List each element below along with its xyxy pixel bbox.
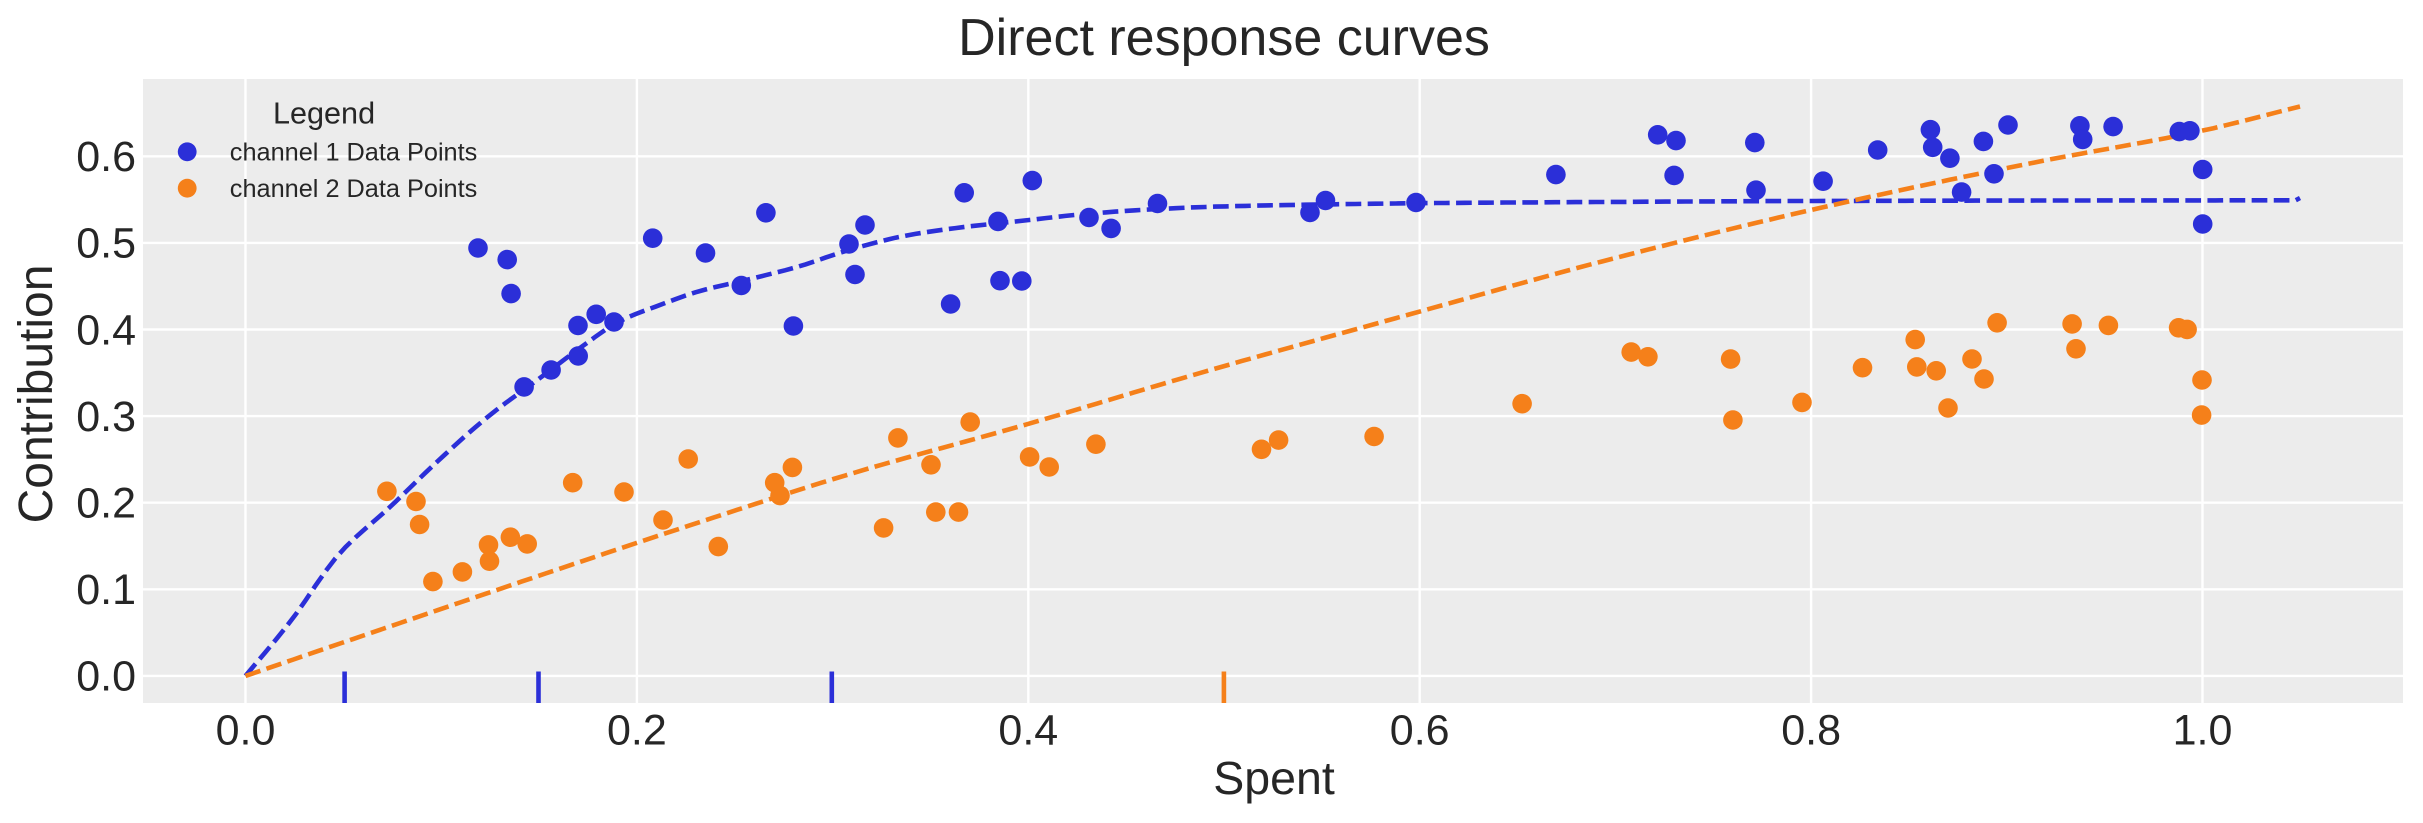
svg-text:0.2: 0.2 (76, 480, 136, 528)
svg-text:Legend: Legend (273, 96, 375, 130)
svg-text:0.5: 0.5 (76, 220, 136, 268)
svg-text:0.0: 0.0 (216, 706, 276, 754)
svg-text:channel 1 Data Points: channel 1 Data Points (230, 138, 478, 166)
svg-text:0.1: 0.1 (76, 566, 136, 614)
svg-text:0.4: 0.4 (998, 706, 1058, 754)
svg-text:Contribution: Contribution (10, 265, 63, 524)
svg-text:Direct response curves: Direct response curves (958, 9, 1490, 67)
svg-text:0.0: 0.0 (76, 653, 136, 701)
svg-text:0.2: 0.2 (607, 706, 667, 754)
svg-text:0.6: 0.6 (1390, 706, 1450, 754)
svg-text:channel 2 Data Points: channel 2 Data Points (230, 175, 478, 203)
svg-text:1.0: 1.0 (2173, 706, 2233, 754)
svg-text:Spent: Spent (1213, 752, 1335, 804)
svg-text:0.8: 0.8 (1781, 706, 1841, 754)
svg-text:0.4: 0.4 (76, 306, 136, 354)
svg-text:0.6: 0.6 (76, 133, 136, 181)
svg-text:0.3: 0.3 (76, 393, 136, 441)
